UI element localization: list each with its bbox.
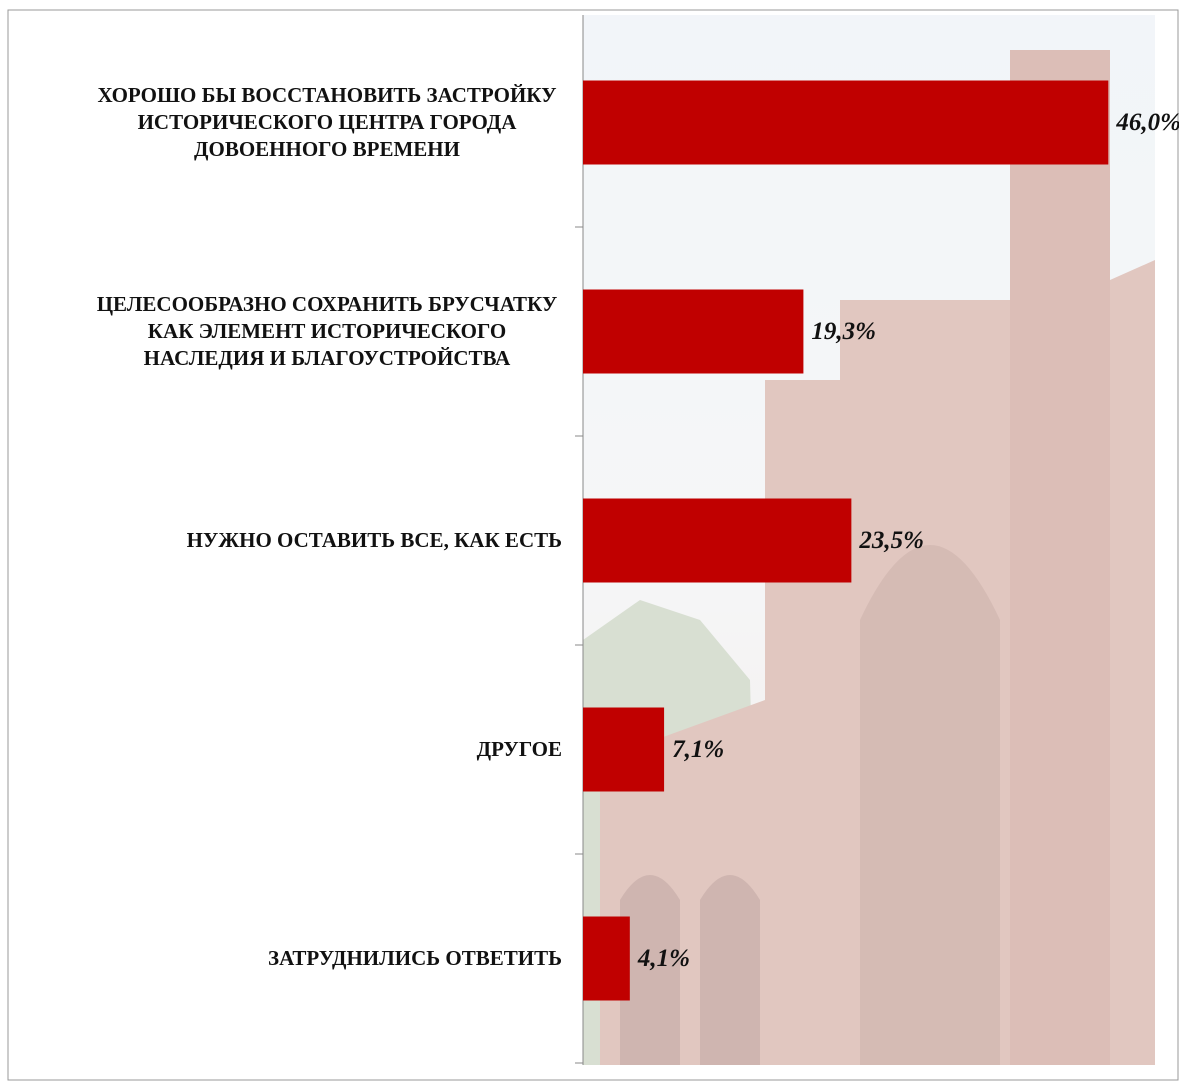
category-label: ДРУГОЕ (476, 737, 562, 761)
frame (7, 9, 1179, 1081)
category-label-box: ЦЕЛЕСООБРАЗНО СОХРАНИТЬ БРУСЧАТКУ КАК ЭЛ… (20, 227, 562, 436)
category-label-box: ЗАТРУДНИЛИСЬ ОТВЕТИТЬ (20, 854, 562, 1063)
value-label: 46,0% (1115, 109, 1179, 136)
category-label: ЗАТРУДНИЛИСЬ ОТВЕТИТЬ (268, 946, 562, 970)
bar (583, 498, 852, 583)
bar (583, 707, 665, 792)
category-label: ЦЕЛЕСООБРАЗНО СОХРАНИТЬ БРУСЧАТКУ КАК ЭЛ… (96, 292, 558, 370)
category-label: ХОРОШО БЫ ВОССТАНОВИТЬ ЗАСТРОЙКУ ИСТОРИЧ… (97, 83, 557, 161)
bar (583, 289, 804, 374)
value-label: 7,1% (672, 736, 724, 763)
bar (583, 80, 1109, 165)
category-label-box: НУЖНО ОСТАВИТЬ ВСЕ, КАК ЕСТЬ (20, 436, 562, 645)
category-label-box: ДРУГОЕ (20, 645, 562, 854)
background-photo (583, 15, 1155, 1065)
category-label: НУЖНО ОСТАВИТЬ ВСЕ, КАК ЕСТЬ (186, 528, 562, 552)
bar (583, 916, 630, 1001)
category-label-box: ХОРОШО БЫ ВОССТАНОВИТЬ ЗАСТРОЙКУ ИСТОРИЧ… (20, 18, 562, 227)
value-label: 19,3% (811, 318, 876, 345)
value-label: 4,1% (637, 945, 690, 972)
value-label: 23,5% (858, 527, 924, 554)
